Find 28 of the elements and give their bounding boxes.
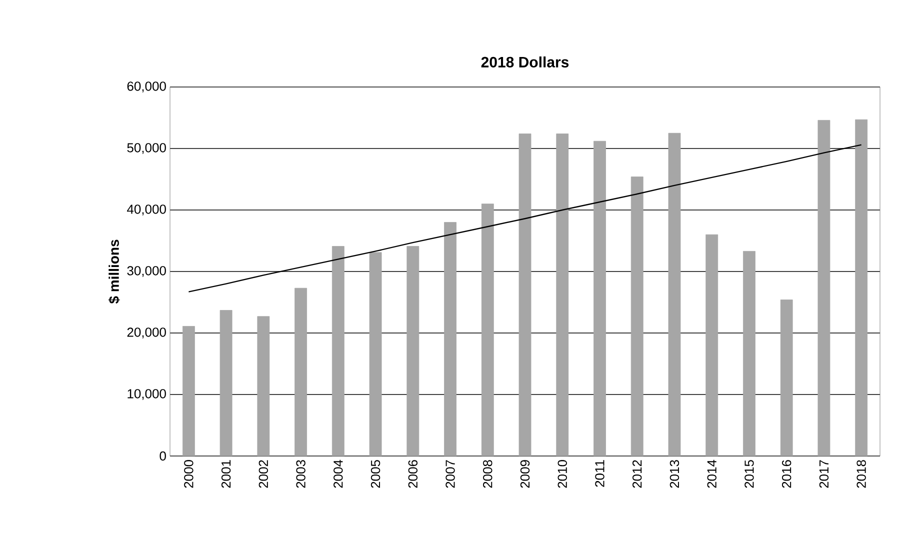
x-tick-label: 2015 [744,460,754,488]
y-axis-title: $ millions [108,240,120,304]
x-tick-label: 2017 [819,460,829,488]
x-tick-label: 2018 [856,460,866,488]
x-tick-label: 2012 [632,460,642,488]
x-tick-label: 2003 [296,460,306,488]
y-tick-label: 20,000 [127,328,166,338]
x-tick-label: 2000 [184,460,194,488]
x-tick-label: 2008 [483,460,492,488]
y-tick-label: 50,000 [127,143,166,154]
y-tick-label: 40,000 [127,204,166,216]
x-tick-label: 2010 [558,460,567,488]
x-tick-label: 2002 [258,460,268,488]
y-tick-label: 10,000 [128,389,166,400]
x-tick-label: 2014 [707,460,716,488]
y-tick-label: 0 [160,451,166,461]
x-tick-label: 2006 [408,460,418,488]
x-tick-label: 2011 [595,460,604,487]
chart-title: 2018 Dollars [481,56,569,68]
y-tick-label: 30,000 [127,266,166,277]
y-tick-label: 60,000 [127,82,166,92]
x-tick-label: 2013 [670,460,680,488]
x-tick-label: 2005 [370,460,380,488]
x-tick-label: 2009 [520,460,530,488]
x-tick-label: 2001 [221,460,231,488]
x-tick-label: 2007 [446,460,455,488]
x-tick-label: 2004 [334,460,343,488]
x-tick-label: 2016 [782,460,792,488]
